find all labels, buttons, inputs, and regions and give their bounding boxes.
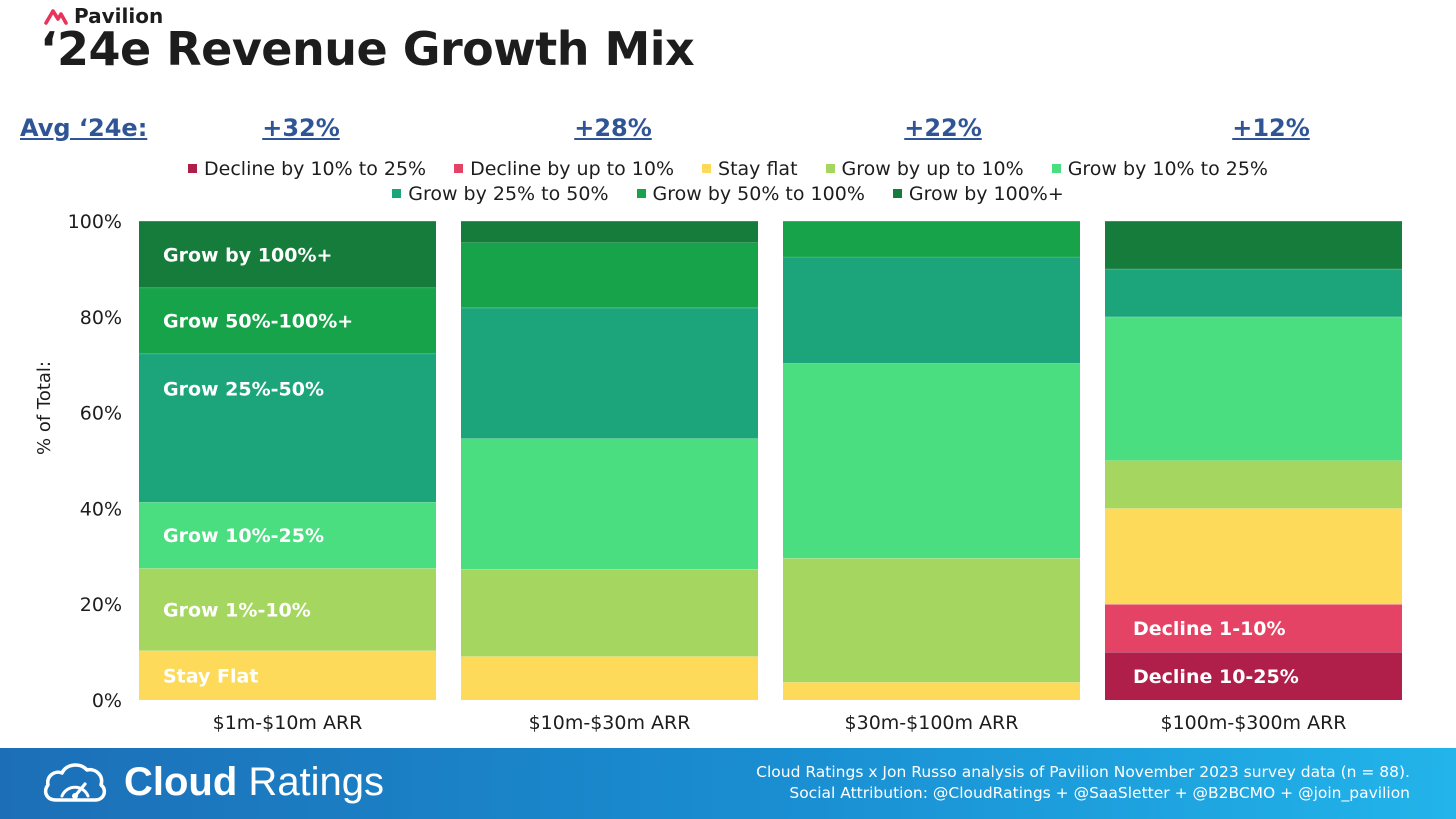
x-tick-label: $30m-$100m ARR: [845, 712, 1019, 734]
y-tick-label: 0%: [92, 690, 122, 712]
legend-label: Grow by up to 10%: [841, 157, 1024, 180]
bar-segment: [139, 568, 436, 651]
legend-label: Grow by 10% to 25%: [1067, 157, 1268, 180]
bar-segment: [139, 502, 436, 569]
legend-item-grow-100-plus: Grow by 100%+: [892, 182, 1064, 205]
bar-segment: [139, 353, 436, 503]
footer-note-line-2: Social Attribution: @CloudRatings + @Saa…: [789, 784, 1410, 802]
legend-item-grow-up-to-10: Grow by up to 10%: [825, 157, 1024, 180]
bar-segment: [1105, 268, 1402, 317]
bar-segment: [461, 656, 758, 700]
bar-segment: [461, 242, 758, 308]
legend-item-decline-10-25: Decline by 10% to 25%: [188, 158, 426, 180]
bar-segment: [139, 650, 436, 700]
segment-annotation: Grow 1%-10%: [163, 599, 311, 621]
legend-label: Decline by up to 10%: [470, 157, 675, 180]
x-tick-label: $100m-$300m ARR: [1160, 712, 1346, 734]
footer-note-line-1: Cloud Ratings x Jon Russo analysis of Pa…: [756, 763, 1410, 781]
cloud-gauge-icon: [43, 763, 107, 802]
x-tick-label: $1m-$10m ARR: [213, 712, 363, 734]
brand-name: Pavilion: [74, 4, 164, 28]
y-tick-label: 40%: [80, 498, 122, 520]
bar-segment: [783, 256, 1080, 364]
segment-annotation: Decline 10-25%: [1133, 666, 1299, 688]
segment-annotation: Grow 10%-25%: [163, 525, 324, 547]
footer-bar: Cloud Ratings Cloud Ratings x Jon Russo …: [0, 748, 1456, 819]
bar-segment: [1105, 221, 1402, 269]
bar-segment: [1105, 508, 1402, 605]
cloud-ratings-logo: Cloud Ratings: [40, 756, 384, 808]
avg-label: Avg ‘24e:: [20, 114, 148, 142]
avg-value-1: +32%: [262, 114, 340, 142]
x-tick-label: $10m-$30m ARR: [529, 712, 691, 734]
bar-segment: [461, 438, 758, 570]
legend-row-2: Grow by 25% to 50% Grow by 50% to 100% G…: [0, 181, 1456, 206]
y-tick-label: 80%: [80, 307, 122, 329]
legend-item-decline-up-to-10: Decline by up to 10%: [454, 158, 674, 180]
legend-label: Stay flat: [718, 157, 798, 180]
y-axis-label: % of Total:: [34, 361, 55, 455]
pavilion-logo-icon: [44, 9, 68, 25]
y-tick-label: 60%: [80, 403, 122, 425]
bar-segment: [461, 569, 758, 657]
legend-swatch: [892, 189, 902, 198]
bar-segment: [783, 558, 1080, 683]
footer-brand: Cloud Ratings: [124, 760, 384, 805]
legend-item-stay-flat: Stay flat: [702, 158, 798, 180]
legend-item-grow-10-25: Grow by 10% to 25%: [1051, 157, 1268, 180]
legend-label: Grow by 100%+: [908, 182, 1064, 205]
bar-segment: [139, 287, 436, 354]
bar-segment: [783, 221, 1080, 257]
legend-swatch: [702, 164, 712, 173]
bar-segment: [461, 307, 758, 439]
segment-annotation: Grow 50%-100%+: [163, 311, 353, 333]
legend-label: Grow by 50% to 100%: [652, 182, 865, 205]
legend-row-1: Decline by 10% to 25% Decline by up to 1…: [0, 156, 1456, 181]
avg-value-2: +28%: [574, 114, 652, 142]
segment-annotation: Stay Flat: [163, 665, 258, 687]
bar-segment: [1105, 460, 1402, 509]
bar-segment: [139, 221, 436, 288]
bar-segment: [783, 682, 1080, 700]
footer-brand-light: Ratings: [237, 759, 385, 804]
legend-swatch: [454, 164, 464, 173]
legend-item-grow-50-100: Grow by 50% to 100%: [636, 182, 865, 205]
bar-segment: [1105, 652, 1402, 700]
legend-label: Decline by 10% to 25%: [204, 157, 427, 180]
footer-brand-bold: Cloud: [124, 759, 238, 804]
bar-segment: [1105, 316, 1402, 461]
avg-value-4: +12%: [1232, 114, 1310, 142]
segment-annotation: Decline 1-10%: [1133, 618, 1286, 640]
footer-attribution: Cloud Ratings x Jon Russo analysis of Pa…: [756, 762, 1410, 804]
legend-item-grow-25-50: Grow by 25% to 50%: [392, 182, 609, 205]
chart-legend: Decline by 10% to 25% Decline by up to 1…: [0, 156, 1456, 206]
legend-swatch: [825, 164, 835, 173]
bar-segment: [783, 363, 1080, 559]
legend-swatch: [636, 189, 646, 198]
segment-annotation: Grow 25%-50%: [163, 379, 324, 401]
legend-swatch: [1051, 164, 1061, 173]
stacked-bar-chart: 0% 20% 40% 60% 80% 100% % of Total: $1m-$10m AR…: [34, 211, 1402, 734]
pavilion-brand: Pavilion: [44, 4, 163, 28]
avg-value-3: +22%: [904, 114, 982, 142]
bar-segment: [461, 221, 758, 243]
y-tick-label: 100%: [68, 211, 122, 233]
legend-label: Grow by 25% to 50%: [408, 182, 609, 205]
page-title: ‘24e Revenue Growth Mix: [40, 22, 695, 76]
segment-annotation: Grow by 100%+: [163, 244, 332, 266]
y-tick-label: 20%: [80, 594, 122, 616]
legend-swatch: [392, 189, 402, 198]
legend-swatch: [188, 164, 198, 173]
bar-segment: [1105, 604, 1402, 653]
